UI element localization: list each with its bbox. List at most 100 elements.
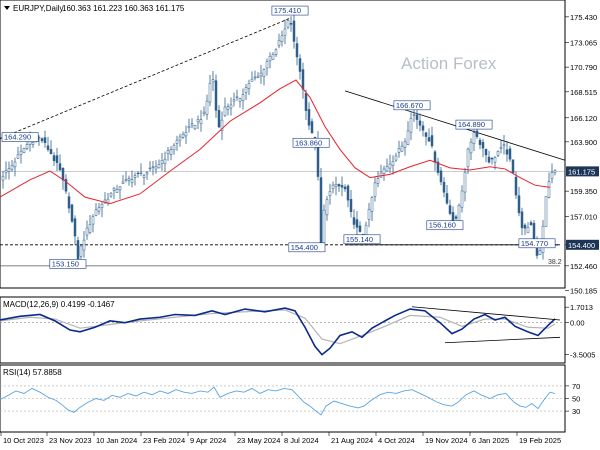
- candle-body: [82, 239, 86, 251]
- candle-body: [199, 119, 203, 124]
- price-plot: 175.430 173.065 170.790 168.515 166.120 163.9…: [0, 5, 599, 295]
- candle-body: [274, 49, 278, 55]
- candle-body: [115, 189, 119, 193]
- rsi-panel-frame: [0, 364, 566, 433]
- candle-body: [277, 40, 281, 46]
- candle-body: [355, 219, 359, 228]
- candle-body: [286, 20, 290, 28]
- candle-body: [403, 141, 407, 148]
- candle-body: [193, 125, 197, 130]
- candle-body: [241, 94, 245, 101]
- price-annotation-label: 156.160: [429, 221, 456, 230]
- candle-body: [238, 98, 242, 102]
- support-price-box: [566, 239, 599, 250]
- candle-body: [382, 168, 386, 174]
- support-price-label: 154.400: [568, 241, 595, 250]
- candle-body: [244, 87, 248, 93]
- x-axis-label: 23 May 2024: [237, 436, 280, 445]
- candle-body: [511, 159, 515, 174]
- price-annotation-label: 154.770: [521, 239, 548, 248]
- candle-body: [196, 119, 200, 123]
- candle-body: [433, 151, 437, 163]
- candle-body: [310, 121, 314, 134]
- x-axis-label: 9 Apr 2024: [190, 436, 226, 445]
- x-axis-label: 19 Nov 2024: [425, 436, 468, 445]
- candle-body: [526, 226, 530, 234]
- price-annotation-label: 163.860: [295, 138, 322, 147]
- candle-body: [64, 179, 68, 192]
- candle-body: [469, 141, 473, 154]
- x-axis-label: 23 Nov 2023: [49, 436, 92, 445]
- candle-body: [352, 217, 356, 225]
- candle-body: [394, 155, 398, 161]
- candle-body: [25, 144, 29, 149]
- candle-body: [154, 166, 158, 170]
- macd-y-tick-label: 1.7013: [570, 303, 593, 312]
- candle-body: [49, 149, 53, 155]
- candle-body: [367, 209, 371, 220]
- x-axis-label: 10 Jan 2024: [96, 436, 137, 445]
- price-annotation-box: [49, 259, 87, 269]
- candle-body: [520, 211, 524, 229]
- candle-body: [70, 204, 74, 222]
- candle-body: [76, 240, 80, 261]
- candle-body: [454, 216, 458, 219]
- candle-body: [298, 58, 302, 72]
- candle-body: [409, 118, 413, 133]
- moving-average-line: [0, 79, 551, 205]
- candle-body: [91, 216, 95, 225]
- candle-body: [502, 144, 506, 147]
- candle-body: [424, 132, 428, 137]
- candle-body: [421, 125, 425, 131]
- candle-body: [13, 161, 17, 168]
- price-y-tick-label: 166.120: [570, 114, 597, 123]
- price-y-tick-label: 157.010: [570, 213, 597, 222]
- candle-body: [412, 114, 416, 116]
- candle-body: [460, 190, 464, 208]
- candle-body: [334, 184, 338, 188]
- collapse-arrow-icon[interactable]: [4, 6, 10, 10]
- candle-body: [178, 136, 182, 141]
- fib-label: 38.2: [548, 259, 562, 266]
- price-annotation-label: 164.290: [4, 133, 31, 142]
- price-y-tick-label: 163.900: [570, 138, 597, 147]
- macd-title: MACD(12,26,9) 0.4199 -0.1467: [3, 300, 115, 309]
- price-y-tick-label: 173.065: [570, 38, 597, 47]
- candle-body: [253, 76, 257, 79]
- candle-body: [370, 197, 374, 212]
- candle-body: [127, 178, 131, 181]
- candle-body: [88, 224, 92, 233]
- upper-trendline: [0, 17, 291, 139]
- candle-body: [10, 165, 14, 170]
- candle-body: [52, 155, 56, 162]
- x-axis-label: 6 Jan 2025: [472, 436, 509, 445]
- candle-body: [94, 209, 98, 216]
- candle-body: [271, 54, 275, 60]
- candle-body: [220, 119, 224, 131]
- candle-body: [112, 187, 116, 191]
- symbol-label: EURJPY,Daily: [13, 4, 64, 13]
- candle-body: [85, 227, 89, 236]
- candle-body: [517, 195, 521, 214]
- candle-body: [97, 207, 101, 212]
- price-y-tick-label: 150.185: [570, 286, 597, 295]
- candle-body: [157, 164, 161, 169]
- chart-header: EURJPY,Daily 160.363 161.223 160.363 161…: [4, 4, 185, 13]
- candle-body: [136, 172, 140, 175]
- rsi-plot: 70 50 30: [0, 382, 580, 416]
- watermark-text: Action Forex: [401, 54, 497, 73]
- candle-body: [466, 148, 470, 168]
- candle-body: [73, 218, 77, 237]
- candle-body: [208, 82, 212, 103]
- candle-body: [145, 172, 149, 175]
- candle-body: [439, 170, 443, 183]
- candle-body: [118, 186, 122, 191]
- candle-body: [505, 149, 509, 155]
- price-annotation-box: [518, 238, 556, 249]
- candle-body: [427, 137, 431, 142]
- candle-body: [478, 139, 482, 145]
- candle-body: [211, 79, 215, 83]
- price-annotation-label: 166.670: [396, 101, 423, 110]
- candle-body: [226, 106, 230, 110]
- candle-body: [349, 199, 353, 213]
